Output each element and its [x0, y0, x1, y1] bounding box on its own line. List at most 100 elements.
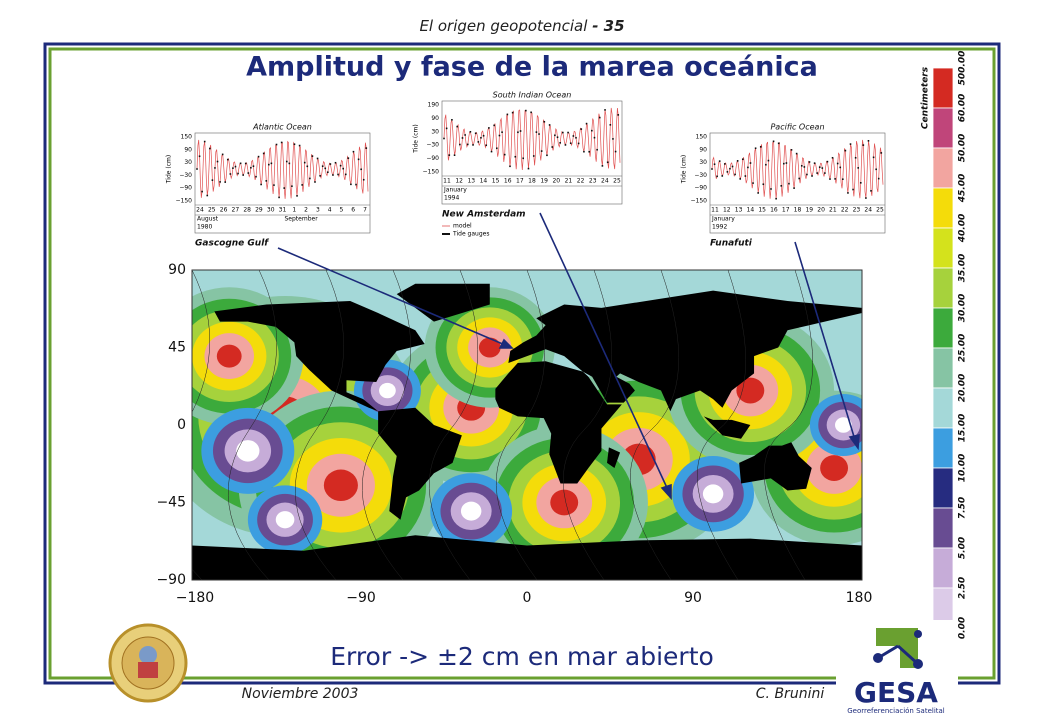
inset-date: 23	[853, 207, 861, 214]
inset-year: 1980	[197, 224, 212, 231]
cotidal-line	[696, 270, 747, 580]
gauge-dot	[257, 155, 260, 158]
gauge-dot	[543, 120, 546, 123]
inset-date: 4	[328, 207, 332, 214]
map-y-tick-label: −45	[156, 495, 186, 511]
gauge-dot	[334, 161, 337, 164]
gauge-dot	[352, 150, 355, 153]
cotidal-line	[294, 270, 345, 580]
cotidal-line	[361, 270, 412, 580]
gauge-dot	[757, 192, 759, 194]
gauge-dot	[201, 190, 203, 193]
gauge-dot	[806, 173, 808, 176]
gauge-dot	[485, 144, 488, 147]
tide-zone	[478, 337, 501, 358]
gauge-dot	[329, 163, 332, 165]
gauge-dot	[445, 127, 448, 130]
colorbar-segment	[932, 67, 954, 109]
gauge-dot	[209, 147, 211, 150]
inset-year: 1994	[444, 195, 459, 202]
inset-date: 29	[255, 207, 263, 214]
inset-date: 28	[243, 207, 251, 214]
arrow-head	[498, 338, 514, 349]
gauge-dot	[469, 130, 472, 133]
gauge-dot	[291, 185, 293, 188]
inset-date: 14	[747, 207, 755, 214]
gauge-dot	[453, 154, 456, 157]
inset-date: 17	[782, 207, 790, 214]
gauge-dot	[316, 157, 319, 160]
legend-label: model	[453, 223, 472, 230]
arrow-head	[660, 483, 672, 501]
seal-figure	[138, 662, 158, 678]
gauge-dot	[525, 109, 527, 112]
gauge-dot	[734, 173, 736, 176]
gauge-dot	[872, 156, 875, 159]
gauge-dot	[242, 174, 244, 176]
gauge-dot	[877, 177, 880, 180]
gauge-dot	[339, 164, 342, 167]
gauge-dot	[829, 178, 831, 180]
colorbar-segment	[932, 147, 954, 189]
tide-zone	[550, 489, 579, 516]
inset-date: 25	[613, 178, 621, 185]
gauge-dot	[224, 181, 227, 183]
inset-month: August	[197, 216, 219, 223]
gauge-dot	[273, 184, 275, 186]
gauge-dot	[459, 143, 461, 146]
footer-author: C. Brunini	[756, 686, 825, 702]
gauge-dot	[759, 146, 762, 148]
inset-date: 22	[841, 207, 849, 214]
continent	[607, 447, 621, 469]
colorbar-label: 50.00	[958, 134, 968, 162]
caption: Error -> ±2 cm en mar abierto	[330, 642, 714, 671]
gauge-dot	[811, 175, 813, 177]
gauge-dot	[252, 165, 255, 167]
gauge-dot	[580, 128, 583, 130]
cotidal-line	[227, 270, 278, 580]
colorbar-segment	[932, 107, 954, 149]
gauge-dot	[585, 122, 588, 125]
inset-month: January	[711, 216, 735, 223]
frame-inner	[48, 47, 996, 680]
gauge-dot	[283, 187, 286, 189]
colorbar-label: 7.50	[958, 497, 968, 519]
gauge-dot	[357, 158, 360, 161]
logo-subtitle: Georreferenciación Satelital	[847, 707, 945, 715]
gauge-dot	[362, 178, 365, 181]
colorbar-title: Centimeters	[921, 66, 931, 129]
gauge-dot	[490, 150, 493, 153]
gauge-dot	[540, 150, 543, 152]
gauge-dot	[498, 134, 501, 137]
tide-zone	[820, 455, 849, 481]
inset-y-tick-label: 90	[699, 146, 707, 153]
inset-y-tick-label: 150	[181, 134, 193, 141]
inset-date: 27	[232, 207, 240, 214]
gauge-dot	[880, 152, 883, 154]
gauge-dot	[721, 175, 724, 177]
arrow	[277, 247, 506, 346]
gauge-dot	[355, 183, 357, 186]
seal-figure	[139, 646, 157, 664]
map-x-tick-label: 90	[684, 590, 702, 606]
gauge-dot	[527, 167, 530, 170]
gauge-dot	[718, 160, 721, 162]
gauge-dot	[270, 162, 273, 165]
gauge-dot	[770, 188, 772, 190]
colorbar-label: 500.00	[958, 51, 968, 86]
inset-y-label: Tide (cm)	[681, 155, 688, 184]
gauge-dot	[785, 162, 788, 164]
gauge-dot	[532, 155, 535, 157]
gauge-dot	[501, 131, 503, 134]
gauge-dot	[852, 188, 854, 191]
legend-label: Tide gauges	[452, 231, 489, 238]
inset-y-label: Tide (cm)	[413, 124, 420, 153]
gauge-dot	[865, 197, 867, 199]
gauge-dot	[509, 165, 511, 168]
colorbar-label: 0.00	[958, 617, 968, 639]
gauge-dot	[293, 143, 296, 146]
inset-date: 24	[196, 207, 204, 214]
inset-date: 21	[829, 207, 837, 214]
